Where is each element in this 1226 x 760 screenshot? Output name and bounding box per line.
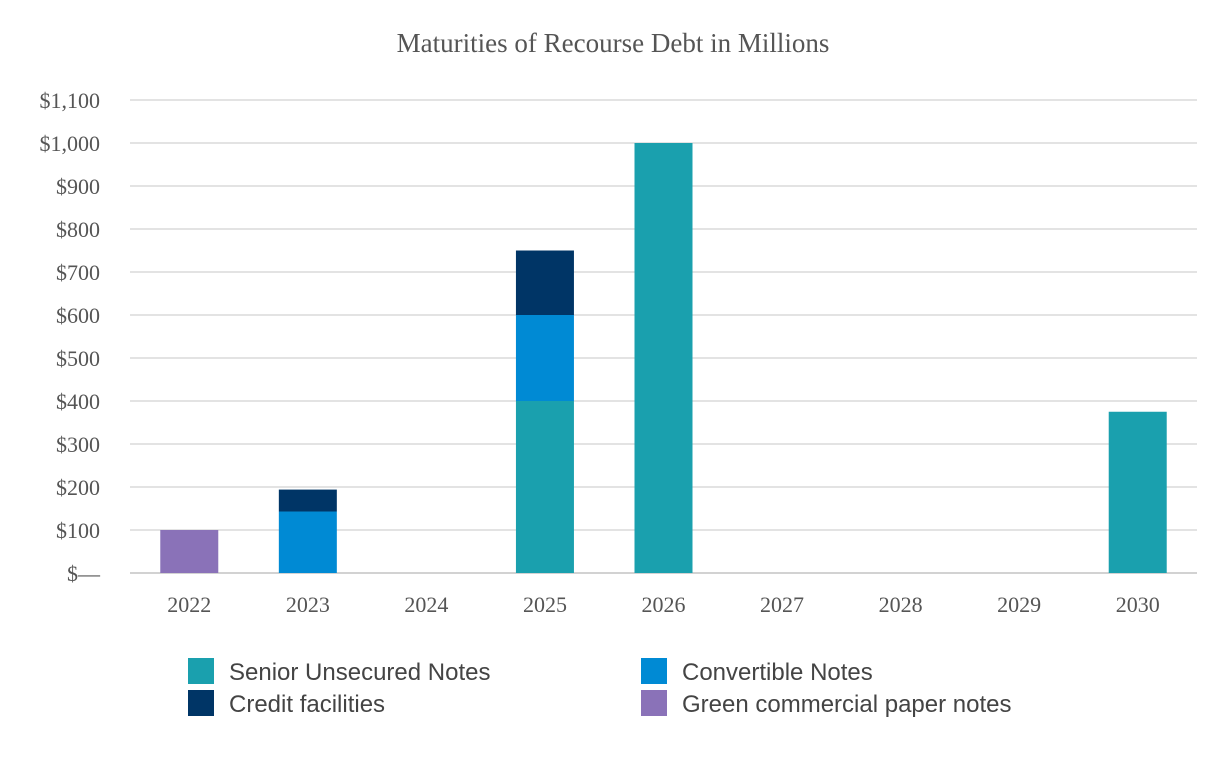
y-tick-label: $100 bbox=[56, 518, 100, 543]
y-tick-label: $400 bbox=[56, 389, 100, 414]
bar-segment bbox=[515, 315, 574, 401]
bar-segment bbox=[278, 511, 337, 573]
legend-swatch bbox=[641, 690, 667, 716]
x-axis: 2022 2023 2024 2025 2026 2027 2028 2029 2030 bbox=[167, 592, 1159, 617]
y-tick-label: $1,100 bbox=[40, 88, 101, 113]
y-tick-label: $900 bbox=[56, 174, 100, 199]
x-tick-label: 2025 bbox=[523, 592, 567, 617]
chart-title: Maturities of Recourse Debt in Millions bbox=[397, 28, 830, 58]
y-tick-label: $500 bbox=[56, 346, 100, 371]
legend-item: Green commercial paper notes bbox=[641, 690, 1011, 718]
legend-label: Credit facilities bbox=[229, 691, 385, 718]
legend-swatch bbox=[188, 658, 214, 684]
legend-label: Green commercial paper notes bbox=[682, 691, 1011, 718]
legend-item: Credit facilities bbox=[188, 690, 385, 718]
x-tick-label: 2030 bbox=[1116, 592, 1160, 617]
bar-segment bbox=[634, 143, 693, 573]
y-tick-label: $800 bbox=[56, 217, 100, 242]
x-tick-label: 2026 bbox=[642, 592, 686, 617]
y-tick-label: $600 bbox=[56, 303, 100, 328]
legend-swatch bbox=[188, 690, 214, 716]
y-tick-label: $— bbox=[67, 561, 101, 586]
bar-segment bbox=[515, 250, 574, 315]
legend-item: Senior Unsecured Notes bbox=[188, 658, 490, 686]
bars bbox=[160, 143, 1167, 573]
bar-segment bbox=[278, 489, 337, 512]
bar-segment bbox=[515, 401, 574, 573]
legend-label: Senior Unsecured Notes bbox=[229, 659, 490, 686]
bar-segment bbox=[160, 530, 219, 573]
x-tick-label: 2029 bbox=[997, 592, 1041, 617]
legend-item: Convertible Notes bbox=[641, 658, 873, 686]
y-tick-label: $300 bbox=[56, 432, 100, 457]
y-tick-label: $200 bbox=[56, 475, 100, 500]
legend-swatch bbox=[641, 658, 667, 684]
y-axis: $— $100 $200 $300 $400 $500 $600 $700 $800 $900 $1… bbox=[40, 88, 102, 586]
y-tick-label: $700 bbox=[56, 260, 100, 285]
bar-segment bbox=[1108, 411, 1167, 573]
x-tick-label: 2027 bbox=[760, 592, 804, 617]
y-tick-label: $1,000 bbox=[40, 131, 101, 156]
x-tick-label: 2022 bbox=[167, 592, 211, 617]
legend-label: Convertible Notes bbox=[682, 659, 873, 686]
x-tick-label: 2024 bbox=[404, 592, 448, 617]
x-tick-label: 2023 bbox=[286, 592, 330, 617]
legend: Senior Unsecured Notes Convertible Notes C… bbox=[188, 658, 1011, 718]
x-tick-label: 2028 bbox=[879, 592, 923, 617]
